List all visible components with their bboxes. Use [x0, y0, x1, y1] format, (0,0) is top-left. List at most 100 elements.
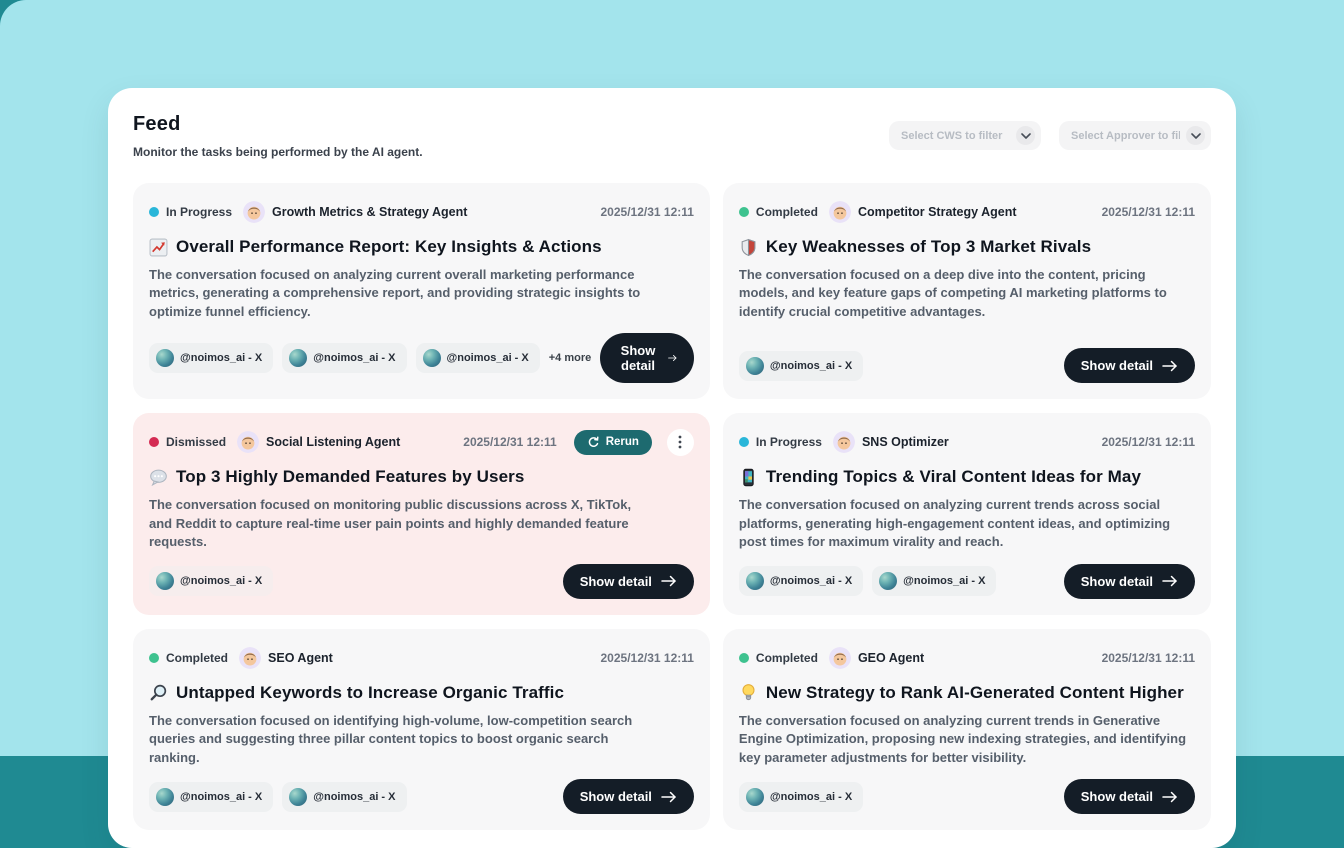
- agent-name: Competitor Strategy Agent: [858, 205, 1017, 219]
- show-detail-label: Show detail: [1081, 789, 1153, 804]
- status-label: In Progress: [756, 435, 822, 449]
- rerun-button[interactable]: Rerun: [574, 430, 652, 455]
- account-label: @noimos_ai - X: [313, 791, 395, 803]
- account-chip[interactable]: @noimos_ai - X: [149, 566, 273, 596]
- account-label: @noimos_ai - X: [313, 352, 395, 364]
- account-chip[interactable]: @noimos_ai - X: [739, 782, 863, 812]
- light-bulb-icon: [739, 683, 758, 702]
- x-account-avatar-icon: [156, 788, 174, 806]
- account-chip[interactable]: @noimos_ai - X: [739, 351, 863, 381]
- agent-avatar: [237, 431, 259, 453]
- more-accounts-label: +4 more: [549, 352, 592, 364]
- approver-filter-placeholder: Select Approver to filter: [1071, 130, 1180, 142]
- account-label: @noimos_ai - X: [770, 575, 852, 587]
- card-header: Completed Competitor Strategy Agent 2025…: [739, 199, 1195, 225]
- card-footer: @noimos_ai - X Show detail: [149, 552, 694, 599]
- arrow-right-icon: [1162, 575, 1178, 587]
- account-label: @noimos_ai - X: [180, 575, 262, 587]
- show-detail-label: Show detail: [1081, 574, 1153, 589]
- status-label: Dismissed: [166, 435, 226, 449]
- card-title: Untapped Keywords to Increase Organic Tr…: [176, 683, 564, 703]
- shield-icon: [739, 238, 758, 257]
- feed-card-seo-agent: Completed SEO Agent 2025/12/31 12:11 Unt…: [133, 629, 710, 830]
- chart-increasing-icon: [149, 238, 168, 257]
- arrow-right-icon: [668, 352, 677, 364]
- show-detail-button[interactable]: Show detail: [563, 779, 694, 814]
- agent-avatar: [243, 201, 265, 223]
- x-account-avatar-icon: [289, 788, 307, 806]
- card-footer: @noimos_ai - X @noimos_ai - X Show detai…: [739, 552, 1195, 599]
- agent-name: Growth Metrics & Strategy Agent: [272, 205, 467, 219]
- account-chip[interactable]: @noimos_ai - X: [282, 782, 406, 812]
- card-footer: @noimos_ai - X Show detail: [739, 767, 1195, 814]
- x-account-avatar-icon: [423, 349, 441, 367]
- mobile-phone-icon: [739, 468, 758, 487]
- approver-filter-select[interactable]: Select Approver to filter: [1059, 121, 1211, 150]
- card-description: The conversation focused on a deep dive …: [739, 266, 1195, 321]
- arrow-right-icon: [1162, 360, 1178, 372]
- account-label: @noimos_ai - X: [180, 791, 262, 803]
- speech-balloon-icon: [149, 468, 168, 487]
- kebab-menu-button[interactable]: [667, 429, 694, 456]
- cws-filter-select[interactable]: Select CWS to filter: [889, 121, 1041, 150]
- account-label: @noimos_ai - X: [770, 791, 852, 803]
- chevron-down-icon: [1186, 126, 1205, 145]
- feed-card-growth-metrics: In Progress Growth Metrics & Strategy Ag…: [133, 183, 710, 399]
- x-account-avatar-icon: [746, 572, 764, 590]
- account-chip[interactable]: @noimos_ai - X: [282, 343, 406, 373]
- account-chip[interactable]: @noimos_ai - X: [149, 782, 273, 812]
- card-footer: @noimos_ai - X Show detail: [739, 336, 1195, 383]
- card-description: The conversation focused on monitoring p…: [149, 496, 649, 551]
- feed-card-social-listening: Dismissed Social Listening Agent 2025/12…: [133, 413, 710, 614]
- agent-name: Social Listening Agent: [266, 435, 400, 449]
- card-title: Key Weaknesses of Top 3 Market Rivals: [766, 237, 1091, 257]
- rerun-label: Rerun: [606, 436, 639, 448]
- card-header: In Progress Growth Metrics & Strategy Ag…: [149, 199, 694, 225]
- agent-avatar: [829, 647, 851, 669]
- x-account-avatar-icon: [879, 572, 897, 590]
- timestamp: 2025/12/31 12:11: [463, 435, 556, 449]
- feed-card-geo-agent: Completed GEO Agent 2025/12/31 12:11 New…: [723, 629, 1211, 830]
- account-label: @noimos_ai - X: [770, 360, 852, 372]
- show-detail-label: Show detail: [580, 789, 652, 804]
- timestamp: 2025/12/31 12:11: [601, 651, 694, 665]
- x-account-avatar-icon: [746, 357, 764, 375]
- status-dot: [149, 653, 159, 663]
- agent-name: SNS Optimizer: [862, 435, 949, 449]
- card-title: New Strategy to Rank AI-Generated Conten…: [766, 683, 1184, 703]
- arrow-right-icon: [661, 791, 677, 803]
- feed-card-grid: In Progress Growth Metrics & Strategy Ag…: [133, 183, 1211, 830]
- refresh-icon: [587, 436, 600, 449]
- x-account-avatar-icon: [156, 572, 174, 590]
- agent-name: SEO Agent: [268, 651, 333, 665]
- show-detail-button[interactable]: Show detail: [1064, 564, 1195, 599]
- feed-card-sns-optimizer: In Progress SNS Optimizer 2025/12/31 12:…: [723, 413, 1211, 614]
- card-description: The conversation focused on analyzing cu…: [149, 266, 649, 321]
- card-footer: @noimos_ai - X @noimos_ai - X @noimos_ai…: [149, 321, 694, 383]
- magnifying-glass-icon: [149, 683, 168, 702]
- show-detail-label: Show detail: [1081, 358, 1153, 373]
- account-chip[interactable]: @noimos_ai - X: [416, 343, 540, 373]
- show-detail-label: Show detail: [580, 574, 652, 589]
- status-dot: [739, 437, 749, 447]
- account-chip[interactable]: @noimos_ai - X: [149, 343, 273, 373]
- account-label: @noimos_ai - X: [447, 352, 529, 364]
- show-detail-button[interactable]: Show detail: [1064, 779, 1195, 814]
- timestamp: 2025/12/31 12:11: [601, 205, 694, 219]
- card-description: The conversation focused on analyzing cu…: [739, 712, 1195, 767]
- status-label: In Progress: [166, 205, 232, 219]
- show-detail-button[interactable]: Show detail: [563, 564, 694, 599]
- feed-panel: Feed Monitor the tasks being performed b…: [108, 88, 1236, 848]
- timestamp: 2025/12/31 12:11: [1102, 651, 1195, 665]
- x-account-avatar-icon: [746, 788, 764, 806]
- card-title: Top 3 Highly Demanded Features by Users: [176, 467, 524, 487]
- account-chip[interactable]: @noimos_ai - X: [739, 566, 863, 596]
- card-header: In Progress SNS Optimizer 2025/12/31 12:…: [739, 429, 1195, 455]
- show-detail-button[interactable]: Show detail: [600, 333, 694, 383]
- x-account-avatar-icon: [289, 349, 307, 367]
- account-label: @noimos_ai - X: [903, 575, 985, 587]
- account-chip[interactable]: @noimos_ai - X: [872, 566, 996, 596]
- cws-filter-placeholder: Select CWS to filter: [901, 130, 1010, 142]
- filter-bar: Select CWS to filter Select Approver to …: [889, 121, 1211, 150]
- show-detail-button[interactable]: Show detail: [1064, 348, 1195, 383]
